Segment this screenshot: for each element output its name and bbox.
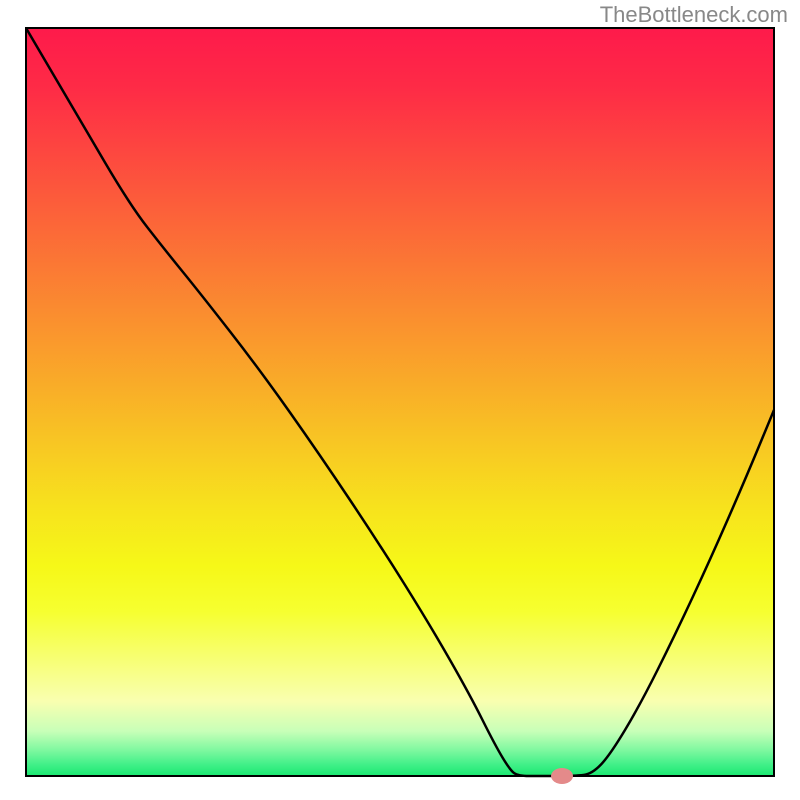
chart-container: { "watermark": "TheBottleneck.com", "cha… — [0, 0, 800, 800]
bottleneck-chart — [0, 0, 800, 800]
watermark-text: TheBottleneck.com — [600, 2, 788, 28]
bottleneck-marker — [551, 768, 573, 784]
